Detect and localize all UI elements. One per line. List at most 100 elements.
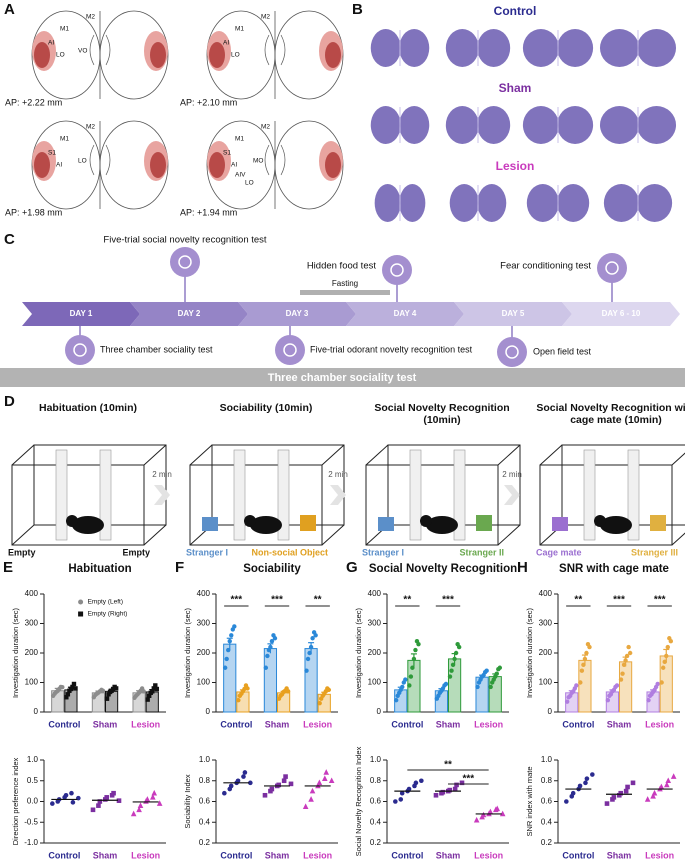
data-point	[584, 650, 589, 656]
interval-arrow	[504, 485, 520, 505]
region-label: LO	[231, 52, 240, 59]
interval-label: 2 min	[152, 470, 172, 479]
y-tick-label: 0	[34, 707, 39, 716]
y-tick-label: 0.8	[199, 776, 211, 785]
x-tick-label: Lesion	[474, 850, 503, 860]
chamber-edge	[143, 524, 167, 546]
banner	[0, 368, 685, 387]
data-point	[621, 662, 627, 667]
side-label: Empty	[8, 547, 36, 557]
brain-slice	[445, 106, 479, 144]
chart-title: SNR with cage mate	[559, 563, 669, 575]
data-point	[670, 773, 677, 779]
data-point	[154, 686, 160, 692]
region-label: M2	[86, 124, 95, 131]
x-tick-label: Lesion	[474, 719, 503, 729]
lesion-core	[209, 42, 225, 68]
data-point	[611, 795, 617, 800]
y-tick-label: 0.8	[541, 776, 553, 785]
group-title: Sham	[499, 81, 532, 95]
ventricle	[280, 34, 286, 66]
day-label: DAY 4	[394, 309, 417, 318]
data-point	[263, 665, 269, 670]
chamber-edge	[497, 524, 521, 546]
day-label: DAY 1	[70, 309, 93, 318]
data-point	[70, 800, 76, 805]
region-label: M1	[60, 26, 69, 33]
data-point	[646, 698, 651, 703]
chart-title: Habituation	[68, 563, 131, 575]
timeline-segment	[130, 302, 248, 326]
data-point	[113, 686, 119, 691]
divider	[233, 449, 246, 541]
y-tick-label: 400	[368, 589, 382, 598]
data-point	[236, 698, 241, 703]
chamber-edge	[143, 444, 167, 466]
data-point	[564, 699, 570, 704]
ventricle	[280, 144, 286, 176]
data-point	[151, 686, 156, 691]
data-point	[222, 790, 227, 796]
ventricle	[105, 34, 111, 66]
y-tick-label: 200	[539, 648, 553, 657]
stage-title: Sociability (10min)	[219, 402, 313, 414]
data-point	[269, 639, 275, 644]
data-point	[459, 780, 465, 786]
brain-slice	[374, 184, 401, 222]
data-point	[400, 684, 405, 690]
test-icon	[65, 335, 95, 365]
data-point	[308, 644, 314, 650]
data-point	[408, 674, 414, 679]
data-point	[104, 696, 110, 701]
legend-label: Empty (Right)	[88, 611, 128, 618]
y-axis-label: Investigation duration (sec)	[11, 607, 20, 698]
data-point	[583, 780, 588, 786]
data-point	[433, 792, 439, 798]
data-point	[403, 677, 408, 682]
stage-title: Social Novelty Recognition with cage mat…	[536, 402, 685, 426]
significance-label: ***	[271, 595, 283, 606]
data-point	[618, 677, 624, 682]
day-label: DAY 3	[286, 309, 309, 318]
data-point	[228, 783, 234, 789]
data-point	[316, 779, 323, 786]
data-point	[664, 653, 669, 659]
y-tick-label: 400	[197, 589, 211, 598]
chamber-edge	[11, 444, 35, 466]
brain-slice	[477, 29, 511, 67]
data-point	[624, 653, 630, 659]
bar	[447, 658, 462, 713]
x-tick-label: Sham	[93, 719, 118, 729]
brain-slice	[557, 29, 594, 67]
brain-slice	[557, 106, 594, 144]
x-tick-label: Sham	[607, 850, 632, 860]
data-point	[111, 790, 116, 796]
test-label: Three chamber sociality test	[100, 344, 213, 354]
data-point	[393, 698, 399, 703]
ventricle	[264, 144, 270, 176]
panel-letter: D	[4, 393, 15, 410]
bar	[263, 648, 278, 713]
data-point	[313, 633, 318, 638]
data-point	[605, 698, 611, 703]
data-point	[564, 799, 569, 804]
brain-slice	[637, 106, 677, 144]
chamber-edge	[539, 444, 563, 466]
brain-slice	[557, 184, 590, 222]
data-point	[453, 650, 459, 656]
region-label: M2	[261, 14, 270, 21]
data-point	[276, 782, 282, 788]
data-point	[262, 792, 268, 798]
data-point	[447, 787, 453, 793]
data-point	[443, 681, 449, 687]
brain-slice	[603, 184, 639, 222]
mouse	[426, 516, 458, 534]
y-axis-label: Direction preference index	[11, 757, 20, 845]
banner-text: Three chamber sociality test	[268, 372, 417, 384]
brain-slice	[522, 106, 559, 144]
y-axis-label: Social Novelty Recognition Index	[354, 746, 363, 856]
chamber-edge	[321, 444, 345, 466]
data-point	[242, 770, 248, 775]
region-label: MO	[253, 158, 263, 165]
left-animal	[552, 517, 568, 531]
